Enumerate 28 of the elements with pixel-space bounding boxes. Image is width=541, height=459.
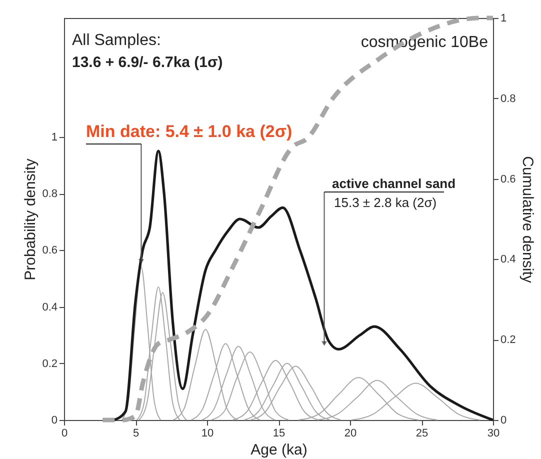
y2-tick-label: 0.2 [500,334,516,346]
y-tick-label: 0.2 [42,358,58,370]
x-tick-label: 20 [344,428,357,440]
y2-tick-label: 0.4 [500,254,516,266]
y-tick-label: 0.4 [42,301,58,314]
y2-tick-label: 1 [500,12,507,24]
y-tick-label: 0.8 [42,188,58,200]
y2-tick-label: 0 [500,414,507,426]
y-axis-title: Probability density [22,158,40,280]
x-tick-label: 10 [201,428,214,440]
x-tick-label: 5 [132,428,140,440]
y2-tick-label: 0.8 [500,92,516,105]
annotation: Min date: 5.4 ± 1.0 ka (2σ) [86,122,292,141]
x-axis-title: Age (ka) [250,442,308,458]
x-tick-label: 0 [61,428,68,440]
y-tick-label: 0.6 [42,244,58,257]
x-tick-label: 30 [487,428,500,440]
annotation: All Samples: [72,32,161,49]
x-tick-label: 25 [416,428,428,440]
y-tick-label: 0 [51,414,58,426]
annotation: cosmogenic 10Be [360,34,488,51]
y2-tick-label: 0.6 [500,173,516,186]
annotation: 15.3 ± 2.8 ka (2σ) [334,195,437,210]
x-tick-label: 15 [272,428,286,440]
y2-axis-title: Cumulative density [518,156,536,284]
annotation: active channel sand [332,176,456,191]
y-tick-label: 1 [51,131,58,144]
annotation: 13.6 + 6.9/- 6.7ka (1σ) [72,54,223,71]
